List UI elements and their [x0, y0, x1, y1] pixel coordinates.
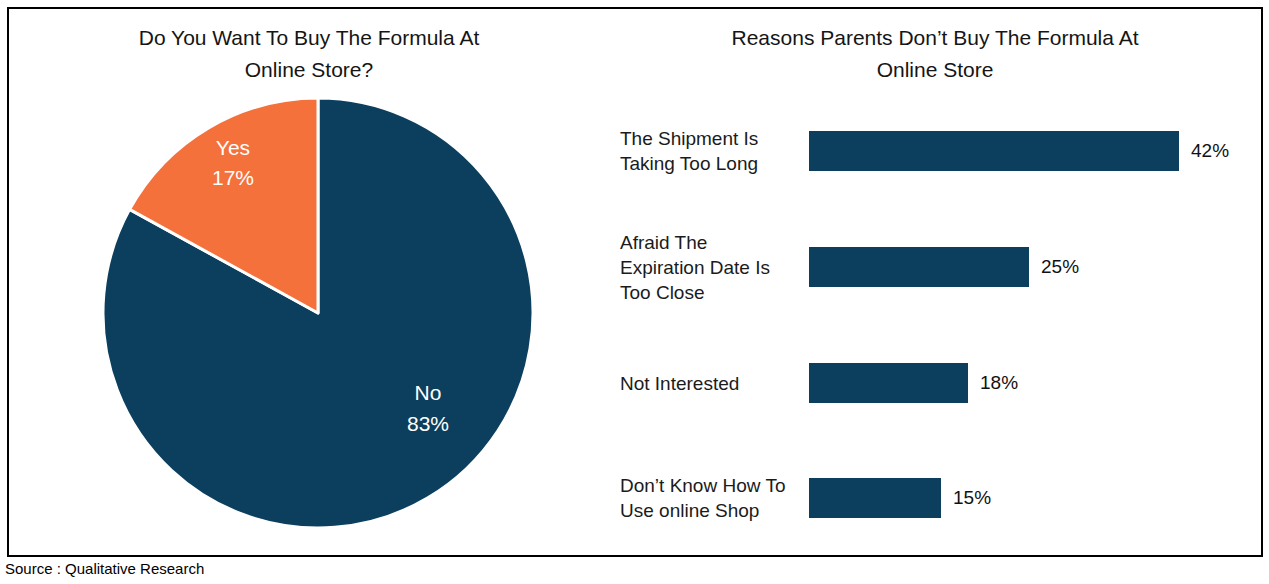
pie-chart-panel: Do You Want To Buy The Formula At Online…	[7, 7, 611, 557]
bar-title-line1: Reasons Parents Don’t Buy The Formula At	[732, 26, 1139, 49]
source-note: Source : Qualitative Research	[5, 560, 204, 577]
infographic-canvas: Do You Want To Buy The Formula At Online…	[0, 0, 1269, 584]
bar-row-dont-know-how: Don’t Know How To Use online Shop 15%	[609, 458, 1261, 538]
bar-category-line: Use online Shop	[620, 498, 806, 523]
bar-value-label: 42%	[1191, 140, 1229, 162]
bar-group: 42%	[809, 131, 1229, 171]
bar-category-line: Afraid The	[620, 230, 806, 255]
bar-category-label: The Shipment Is Taking Too Long	[620, 126, 806, 176]
pie-title-line1: Do You Want To Buy The Formula At	[139, 26, 479, 49]
bar-category-label: Don’t Know How To Use online Shop	[620, 473, 806, 523]
pie-chart	[103, 98, 533, 528]
pie-label-yes-text: Yes	[216, 136, 250, 159]
bar-fill	[809, 478, 941, 518]
bar-group: 25%	[809, 247, 1079, 287]
bar-value-label: 25%	[1041, 256, 1079, 278]
bar-category-line: Don’t Know How To	[620, 473, 806, 498]
bar-title-line2: Online Store	[877, 58, 994, 81]
pie-chart-title: Do You Want To Buy The Formula At Online…	[9, 9, 609, 86]
bar-chart-title: Reasons Parents Don’t Buy The Formula At…	[609, 9, 1261, 86]
bar-value-label: 15%	[953, 487, 991, 509]
bar-fill	[809, 363, 968, 403]
bar-category-line: The Shipment Is	[620, 126, 806, 151]
pie-label-yes: Yes 17%	[212, 133, 254, 193]
bar-value-label: 18%	[980, 372, 1018, 394]
pie-label-no: No 83%	[407, 377, 449, 439]
bar-category-line: Expiration Date Is	[620, 255, 806, 280]
bar-group: 18%	[809, 363, 1018, 403]
pie-title-line2: Online Store?	[245, 58, 373, 81]
bar-chart-panel: Reasons Parents Don’t Buy The Formula At…	[609, 7, 1263, 557]
bar-row-expiration: Afraid The Expiration Date Is Too Close …	[609, 227, 1261, 307]
bar-fill	[809, 247, 1029, 287]
pie-label-no-pct: 83%	[407, 412, 449, 435]
bar-row-shipment: The Shipment Is Taking Too Long 42%	[609, 111, 1261, 191]
bar-row-not-interested: Not Interested 18%	[609, 343, 1261, 423]
bar-category-label: Afraid The Expiration Date Is Too Close	[620, 230, 806, 305]
bar-category-line: Taking Too Long	[620, 151, 806, 176]
pie-label-yes-pct: 17%	[212, 166, 254, 189]
bar-category-line: Not Interested	[620, 371, 806, 396]
bar-category-label: Not Interested	[620, 371, 806, 396]
bar-fill	[809, 131, 1179, 171]
bar-category-line: Too Close	[620, 280, 806, 305]
pie-label-no-text: No	[415, 381, 442, 404]
bar-group: 15%	[809, 478, 991, 518]
